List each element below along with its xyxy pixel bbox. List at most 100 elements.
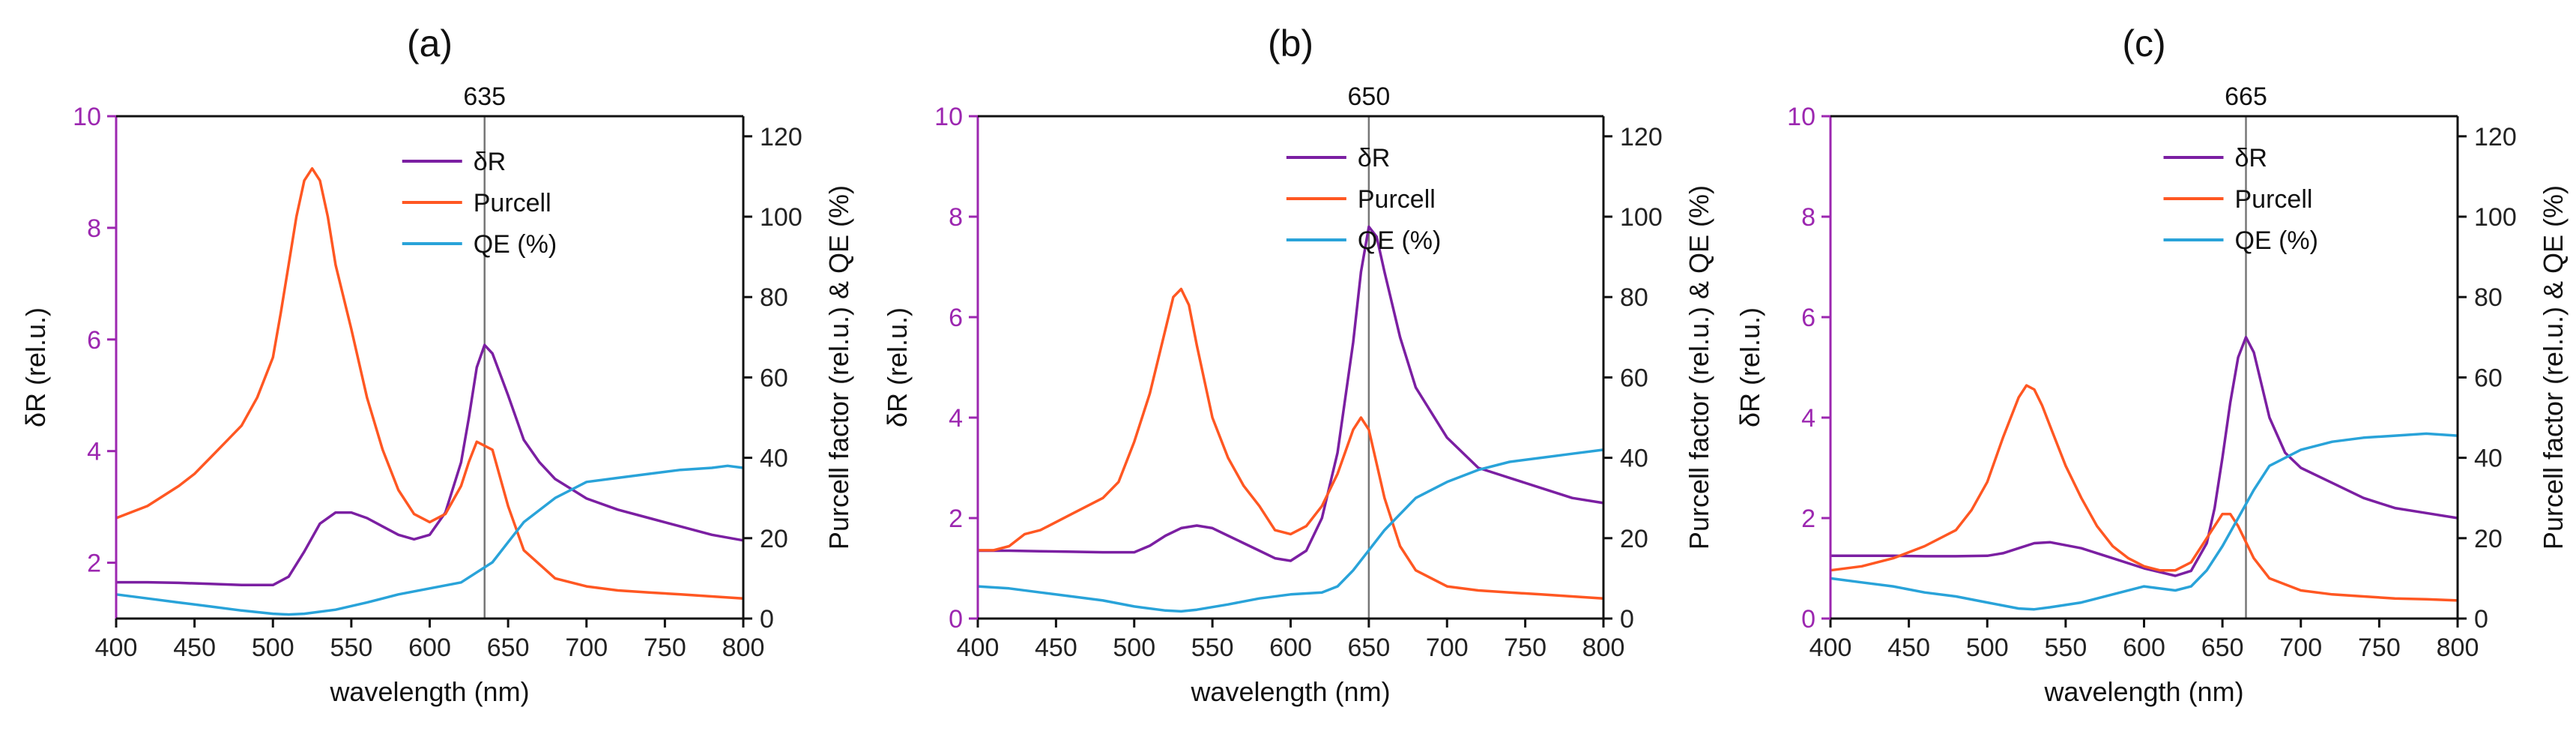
x-tick-label: 800 <box>722 634 765 662</box>
marker-label: 665 <box>2225 82 2267 111</box>
x-tick-label: 750 <box>644 634 686 662</box>
marker-label: 635 <box>463 82 506 111</box>
panel-title: (a) <box>407 22 453 64</box>
y-left-tick-label: 6 <box>949 304 963 332</box>
y-right-tick-label: 20 <box>2474 525 2503 553</box>
y-axis-label-right: Purcell factor (rel.u.) & QE (%) <box>1684 185 1714 550</box>
x-tick-label: 700 <box>1426 634 1469 662</box>
x-tick-label: 450 <box>173 634 216 662</box>
y-right-tick-label: 80 <box>1620 283 1648 312</box>
y-left-tick-label: 10 <box>73 103 101 131</box>
y-axis-label-right: Purcell factor (rel.u.) & QE (%) <box>2538 185 2569 550</box>
x-tick-label: 600 <box>408 634 451 662</box>
y-left-tick-label: 8 <box>87 214 101 243</box>
x-tick-label: 750 <box>1504 634 1546 662</box>
legend-label: Purcell <box>2235 185 2313 214</box>
legend-label: δR <box>1358 144 1390 172</box>
legend-label: Purcell <box>1358 185 1436 214</box>
y-left-tick-label: 8 <box>1801 203 1815 232</box>
marker-label: 650 <box>1348 82 1391 111</box>
y-left-tick-label: 2 <box>949 505 963 533</box>
y-right-tick-label: 80 <box>2474 283 2503 312</box>
y-right-tick-label: 100 <box>2474 203 2517 232</box>
y-left-tick-label: 8 <box>949 203 963 232</box>
series-line-qe <box>1830 432 2458 611</box>
x-tick-label: 550 <box>330 634 373 662</box>
y-left-tick-label: 4 <box>87 438 101 466</box>
x-tick-label: 600 <box>2123 634 2165 662</box>
series-line-r <box>1830 336 2458 577</box>
x-tick-label: 650 <box>1348 634 1391 662</box>
legend-label: Purcell <box>474 189 551 217</box>
x-tick-label: 650 <box>2201 634 2244 662</box>
x-tick-label: 400 <box>1809 634 1852 662</box>
y-left-tick-label: 2 <box>1801 505 1815 533</box>
y-right-tick-label: 40 <box>2474 445 2503 473</box>
legend-label: δR <box>474 148 506 176</box>
panel-title: (b) <box>1268 22 1313 64</box>
y-right-tick-label: 100 <box>760 203 802 232</box>
y-right-tick-label: 20 <box>760 525 788 553</box>
y-left-tick-label: 4 <box>949 404 963 433</box>
y-right-tick-label: 20 <box>1620 525 1648 553</box>
y-axis-label-right: Purcell factor (rel.u.) & QE (%) <box>823 185 854 550</box>
x-tick-label: 700 <box>2279 634 2322 662</box>
x-tick-label: 550 <box>1191 634 1234 662</box>
x-tick-label: 450 <box>1035 634 1077 662</box>
y-right-tick-label: 0 <box>1620 605 1634 634</box>
y-left-tick-label: 6 <box>1801 304 1815 332</box>
x-tick-label: 450 <box>1887 634 1930 662</box>
x-tick-label: 500 <box>1113 634 1155 662</box>
x-tick-label: 800 <box>2437 634 2479 662</box>
y-axis-label-left: δR (rel.u.) <box>20 307 51 427</box>
y-left-tick-label: 10 <box>1787 103 1815 131</box>
legend-label: δR <box>2235 144 2267 172</box>
x-tick-label: 550 <box>2045 634 2087 662</box>
y-right-tick-label: 60 <box>1620 364 1648 392</box>
series-line-qe <box>977 448 1604 613</box>
series-line-qe <box>115 464 744 616</box>
y-left-tick-label: 10 <box>934 103 963 131</box>
x-tick-label: 500 <box>1966 634 2009 662</box>
y-right-tick-label: 40 <box>760 445 788 473</box>
y-left-tick-label: 6 <box>87 326 101 355</box>
y-right-tick-label: 80 <box>760 283 788 312</box>
x-axis-label: wavelength (nm) <box>2043 676 2243 707</box>
y-right-tick-label: 0 <box>2474 605 2488 634</box>
legend-label: QE (%) <box>2235 226 2318 255</box>
y-right-tick-label: 120 <box>2474 123 2517 151</box>
y-right-tick-label: 60 <box>760 364 788 392</box>
legend-label: QE (%) <box>474 230 557 259</box>
x-axis-label: wavelength (nm) <box>1190 676 1390 707</box>
x-tick-label: 650 <box>487 634 530 662</box>
series-line-r <box>978 225 1604 562</box>
x-tick-label: 750 <box>2358 634 2401 662</box>
y-left-tick-label: 0 <box>949 605 963 634</box>
x-tick-label: 600 <box>1269 634 1312 662</box>
x-tick-label: 700 <box>565 634 608 662</box>
series-line-purcell <box>115 166 744 600</box>
y-left-tick-label: 0 <box>1801 605 1815 634</box>
y-right-tick-label: 120 <box>1620 123 1663 151</box>
x-axis-label: wavelength (nm) <box>329 676 529 707</box>
y-right-tick-label: 100 <box>1620 203 1663 232</box>
series-line-purcell <box>978 287 1604 600</box>
y-axis-label-left: δR (rel.u.) <box>1735 307 1765 427</box>
panel-title: (c) <box>2122 22 2165 64</box>
y-right-tick-label: 40 <box>1620 445 1648 473</box>
x-tick-label: 500 <box>252 634 294 662</box>
y-left-tick-label: 4 <box>1801 404 1815 433</box>
y-right-tick-label: 120 <box>760 123 802 151</box>
x-tick-label: 400 <box>957 634 1000 662</box>
y-left-tick-label: 2 <box>87 550 101 578</box>
series-line-purcell <box>1830 384 2458 602</box>
y-right-tick-label: 0 <box>760 605 774 634</box>
x-tick-label: 400 <box>95 634 138 662</box>
y-right-tick-label: 60 <box>2474 364 2503 392</box>
x-tick-label: 800 <box>1582 634 1625 662</box>
